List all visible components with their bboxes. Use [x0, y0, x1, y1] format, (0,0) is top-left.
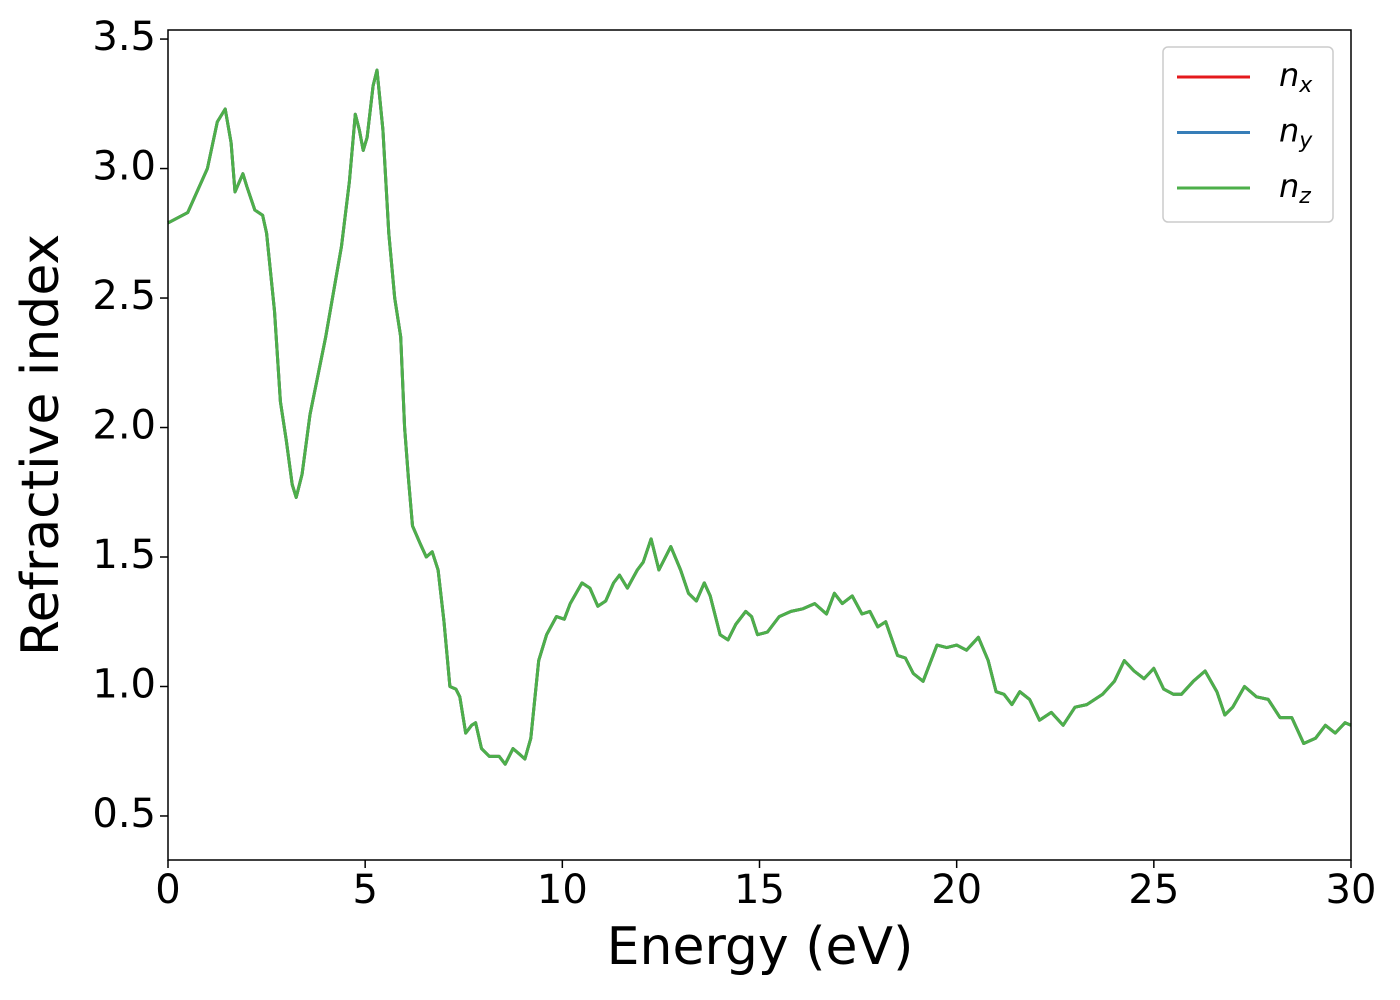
series-line — [167, 68, 1352, 766]
x-tick-label: 0 — [155, 867, 180, 913]
x-tick-label: 10 — [537, 867, 588, 913]
y-axis-label: Refractive index — [11, 234, 71, 656]
plot-frame — [167, 29, 1352, 861]
y-tick-label: 3.0 — [92, 144, 156, 190]
legend-label: ny — [1279, 112, 1313, 154]
x-tick-label: 15 — [734, 867, 785, 913]
y-tick-label: 1.0 — [92, 661, 156, 707]
x-tick-label: 30 — [1326, 867, 1377, 913]
x-axis-label: Energy (eV) — [607, 917, 914, 977]
y-tick-label: 2.0 — [92, 403, 156, 449]
y-tick-label: 0.5 — [92, 791, 156, 837]
legend-box — [1162, 46, 1334, 223]
y-tick-label: 1.5 — [92, 532, 156, 578]
x-tick-label: 25 — [1128, 867, 1179, 913]
x-tick-label: 20 — [931, 867, 982, 913]
y-tick-label: 2.5 — [92, 273, 156, 319]
y-tick-label: 3.5 — [92, 14, 156, 60]
legend-label: nz — [1279, 167, 1311, 209]
x-tick-label: 5 — [352, 867, 377, 913]
legend-label: nx — [1279, 56, 1313, 98]
